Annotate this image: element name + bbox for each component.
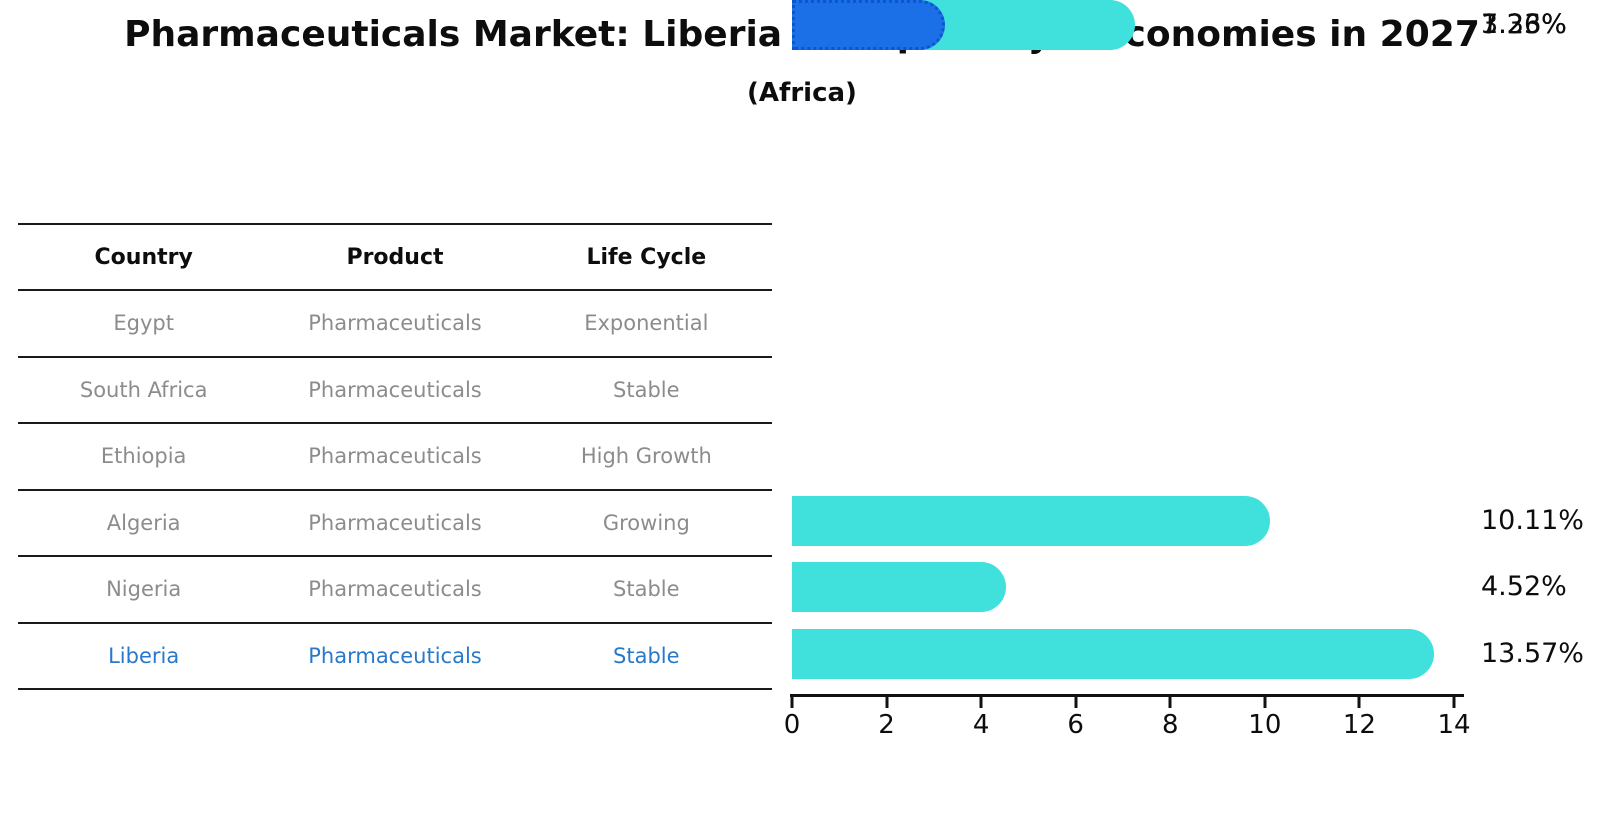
cell-life-cycle: Growing — [602, 510, 690, 535]
country-table: Country Product Life Cycle Egypt Pharmac… — [18, 223, 772, 690]
cell-life-cycle: Stable — [613, 377, 680, 402]
x-tick-label: 2 — [878, 710, 895, 740]
bar-ethiopia[interactable] — [792, 629, 1434, 679]
x-tick-label: 14 — [1437, 710, 1471, 740]
table-row: Ethiopia Pharmaceuticals High Growth — [18, 424, 772, 491]
x-tick-label: 10 — [1248, 710, 1282, 740]
x-tick-mark — [1168, 697, 1172, 708]
chart-subtitle: (Africa) — [747, 78, 857, 108]
x-tick-mark — [790, 697, 794, 708]
cell-country: South Africa — [79, 377, 208, 402]
bar-value-label: 1.33% — [1481, 9, 1567, 40]
bar-row-egypt: 10.11% — [792, 496, 1584, 546]
cell-product: Pharmaceuticals — [308, 577, 482, 602]
bar-row-south-africa: 4.52% — [792, 562, 1567, 612]
cell-country: Liberia — [108, 643, 180, 668]
bar-liberia[interactable] — [792, 0, 945, 50]
table-row: South Africa Pharmaceuticals Stable — [18, 358, 772, 424]
x-tick-mark — [979, 697, 983, 708]
x-tick-label: 4 — [972, 710, 990, 740]
x-axis-line — [790, 694, 1464, 697]
cell-product: Pharmaceuticals — [308, 377, 482, 402]
table-header-row: Country Product Life Cycle — [18, 225, 772, 291]
x-axis-ticks: 0 2 4 6 8 10 12 14 — [784, 697, 1471, 757]
cell-country: Ethiopia — [100, 444, 187, 469]
column-header-product: Product — [346, 244, 444, 270]
cell-life-cycle: Stable — [613, 577, 680, 602]
cell-life-cycle: High Growth — [580, 444, 712, 469]
bar-south-africa[interactable] — [792, 562, 1006, 612]
table-row: Algeria Pharmaceuticals Growing — [18, 491, 772, 557]
x-tick-label: 8 — [1162, 710, 1179, 740]
bar-value-label: 4.52% — [1481, 571, 1567, 602]
cell-country: Egypt — [113, 311, 174, 336]
cell-product: Pharmaceuticals — [308, 444, 482, 469]
bar-row-ethiopia: 13.57% — [792, 629, 1584, 679]
bar-value-label: 13.57% — [1481, 638, 1584, 669]
x-tick-label: 6 — [1067, 710, 1084, 740]
x-tick-mark — [1357, 697, 1361, 708]
x-tick-mark — [1263, 697, 1267, 708]
bar-value-label: 7.26% — [1481, 9, 1567, 40]
table-row: Liberia Pharmaceuticals Stable — [18, 624, 772, 690]
column-header-country: Country — [94, 244, 193, 270]
cell-life-cycle: Stable — [613, 643, 680, 668]
cell-product: Pharmaceuticals — [308, 643, 482, 668]
column-header-life-cycle: Life Cycle — [586, 244, 707, 270]
cell-country: Algeria — [106, 510, 181, 535]
x-tick-label: 12 — [1342, 710, 1376, 740]
bar-row-liberia: 3.23% — [792, 0, 1567, 50]
cell-country: Nigeria — [106, 577, 182, 602]
x-tick-label: 0 — [783, 710, 801, 740]
x-tick-mark — [885, 697, 889, 708]
cell-product: Pharmaceuticals — [308, 311, 482, 336]
x-tick-mark — [1452, 697, 1456, 708]
bar-value-label: 10.11% — [1481, 505, 1584, 536]
table-row: Egypt Pharmaceuticals Exponential — [18, 291, 772, 358]
bar-value-label: 3.23% — [1481, 9, 1567, 40]
cell-life-cycle: Exponential — [584, 311, 709, 336]
table-row: Nigeria Pharmaceuticals Stable — [18, 557, 772, 624]
bar-egypt[interactable] — [792, 496, 1271, 546]
x-tick-mark — [1074, 697, 1078, 708]
cell-product: Pharmaceuticals — [308, 510, 482, 535]
